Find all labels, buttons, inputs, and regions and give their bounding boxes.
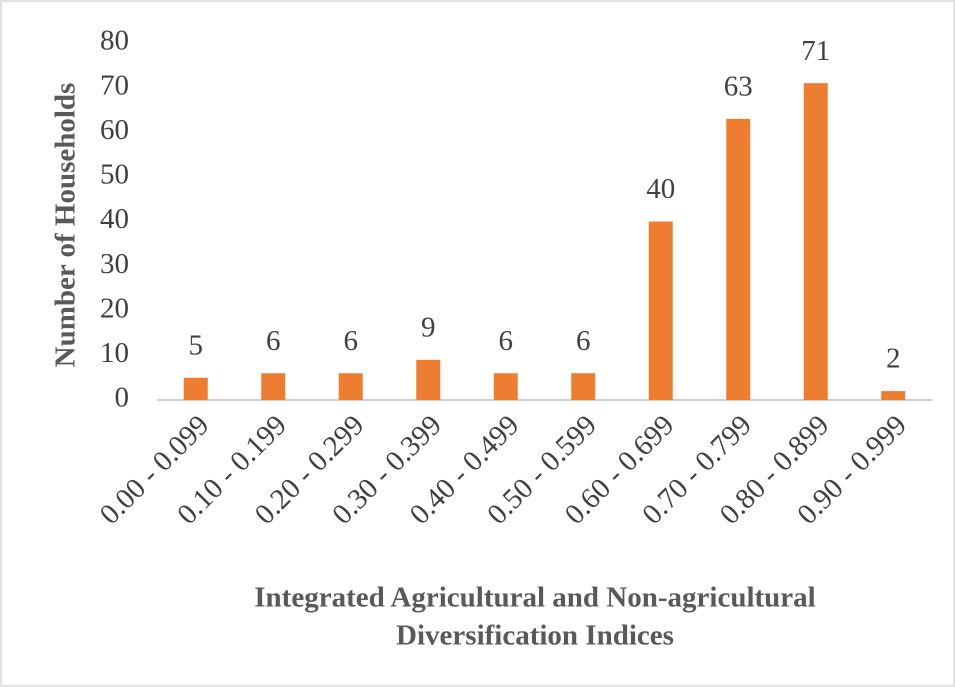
bar [648,221,673,400]
y-tick-label: 30 [100,248,129,280]
y-tick-label: 10 [100,337,129,369]
y-tick-label: 40 [100,203,129,235]
y-tick-label: 20 [100,292,129,324]
bar [416,359,441,400]
y-tick-label: 60 [100,114,129,146]
data-label: 6 [344,325,359,357]
data-label: 71 [801,35,830,67]
bar [881,391,906,400]
y-tick-label: 80 [100,25,129,57]
data-label: 40 [646,173,675,205]
x-axis-title: Integrated Agricultural and Non-agricult… [254,582,815,614]
bar [183,377,208,400]
bar [726,118,751,401]
data-label: 63 [724,71,753,103]
y-tick-label: 70 [100,69,129,101]
data-label: 6 [266,325,281,357]
data-label: 5 [189,329,204,361]
y-tick-label: 0 [115,382,130,414]
y-axis-title: Number of Households [50,83,82,368]
y-tick-label: 50 [100,159,129,191]
bar [493,373,518,400]
data-label: 6 [499,325,514,357]
data-label: 6 [576,325,591,357]
bar [571,373,596,400]
data-label: 2 [886,343,901,375]
bar [338,373,363,400]
bar [261,373,286,400]
data-label: 9 [421,311,436,343]
bar [803,83,828,400]
x-axis-title: Diversification Indices [396,620,674,652]
